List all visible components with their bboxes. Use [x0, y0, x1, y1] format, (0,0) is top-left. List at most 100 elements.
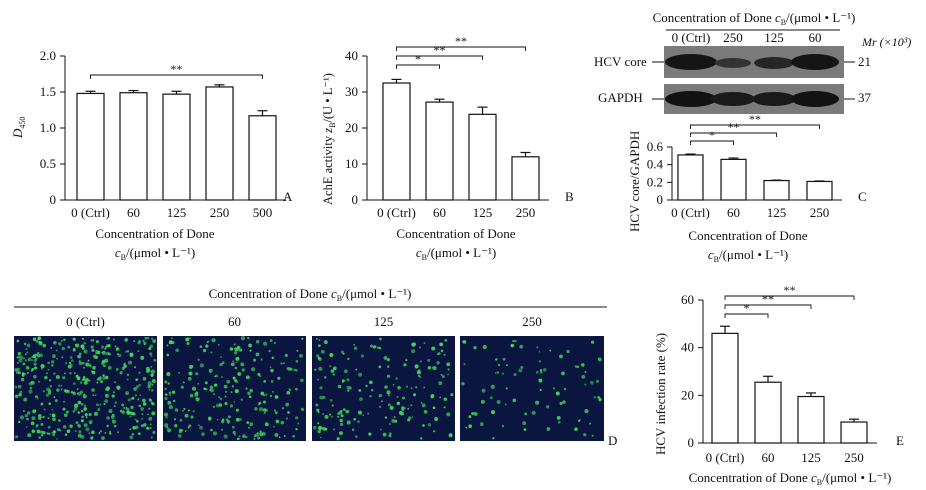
significance-label: * [744, 301, 750, 315]
x-tick-label: 250 [210, 205, 230, 220]
fluorescent-spot [432, 406, 436, 410]
fluorescent-spot [26, 343, 31, 348]
fluorescent-spot [143, 341, 147, 345]
fluorescent-spot [405, 359, 408, 362]
fluorescent-spot [56, 388, 60, 392]
panel-d-micrographs: 0 (Ctrl) 60 125 250 [14, 314, 604, 441]
fluorescent-spot [223, 434, 228, 439]
y-tick-label: 0.2 [647, 174, 663, 189]
fluorescent-spot [229, 347, 234, 351]
fluorescent-spot [184, 413, 189, 418]
fluorescent-spot [30, 380, 34, 384]
significance-bracket [724, 304, 812, 309]
fluorescent-spot [438, 381, 443, 386]
fluorescent-spot [148, 416, 153, 421]
fluorescent-spot [275, 419, 280, 424]
fluorescent-spot [130, 405, 134, 410]
fluorescent-spot [175, 348, 179, 353]
y-tick-label: 0 [352, 192, 359, 207]
fluorescent-spot [40, 402, 44, 406]
fluorescent-spot [268, 350, 271, 353]
fluorescent-spot [273, 341, 277, 345]
fluorescent-spot [578, 419, 580, 422]
fluorescent-spot [251, 367, 256, 372]
fluorescent-spot [259, 432, 264, 437]
fluorescent-spot [78, 361, 83, 366]
fluorescent-spot [126, 408, 130, 412]
fluorescent-spot [583, 433, 587, 437]
fluorescent-spot [56, 357, 58, 360]
bar [763, 179, 790, 201]
fluorescent-spot [463, 362, 466, 366]
fluorescent-spot [83, 423, 88, 428]
fluorescent-spot [342, 352, 345, 355]
fluorescent-spot [263, 341, 268, 346]
fluorescent-spot [584, 383, 587, 386]
fluorescent-spot [240, 398, 244, 401]
fluorescent-spot [153, 358, 157, 362]
fluorescent-spot [557, 420, 561, 424]
fluorescent-spot [147, 413, 150, 416]
fluorescent-spot [152, 431, 156, 434]
fluorescent-spot [83, 366, 85, 369]
fluorescent-spot [247, 391, 251, 396]
fluorescent-spot [465, 426, 468, 429]
panel-d-letter: D [608, 433, 617, 448]
fluorescent-spot [66, 429, 71, 433]
fluorescent-spot [27, 433, 32, 438]
fluorescent-spot [287, 367, 291, 371]
fluorescent-spot [126, 373, 130, 376]
fluorescent-spot [164, 387, 167, 391]
fluorescent-spot [256, 432, 259, 435]
fluorescent-spot [134, 418, 137, 421]
panel-c-blot-row-gapdh: GAPDH [598, 90, 643, 105]
fluorescent-spot [282, 362, 285, 365]
fluorescent-spot [263, 380, 266, 383]
fluorescent-spot [88, 432, 91, 435]
fluorescent-spot [292, 434, 296, 438]
fluorescent-spot [91, 430, 95, 435]
fluorescent-spot [447, 373, 450, 376]
blot-band-hcv-lane3 [754, 57, 794, 69]
fluorescent-spot [25, 426, 28, 428]
fluorescent-spot [535, 400, 540, 405]
fluorescent-spot [17, 371, 20, 374]
fluorescent-spot [142, 376, 147, 381]
fluorescent-spot [116, 367, 119, 371]
fluorescent-spot [72, 349, 76, 352]
fluorescent-spot [16, 361, 19, 364]
fluorescent-spot [23, 342, 27, 346]
fluorescent-spot [33, 366, 38, 370]
fluorescent-spot [70, 391, 74, 394]
fluorescent-spot [301, 337, 304, 341]
fluorescent-spot [574, 427, 578, 431]
fluorescent-spot [369, 344, 374, 348]
fluorescent-spot [419, 360, 422, 363]
fluorescent-spot [171, 337, 173, 340]
fluorescent-spot [209, 388, 215, 393]
significance-label: ** [455, 34, 467, 48]
fluorescent-spot [113, 380, 117, 384]
fluorescent-spot [64, 433, 68, 436]
panel-a-xlabel-line1: Concentration of Done [95, 226, 214, 241]
fluorescent-spot [444, 339, 448, 342]
y-tick-label: 30 [345, 84, 358, 99]
y-tick-label: 40 [681, 340, 694, 355]
fluorescent-spot [106, 425, 109, 428]
fluorescent-spot [274, 411, 278, 415]
fluorescent-spot [36, 397, 39, 400]
y-tick-label: 0.6 [647, 139, 664, 154]
bar-charts: 00.51.01.52.00 (Ctrl) 60 125 250 500**010203… [40, 34, 877, 465]
fluorescent-spot [150, 401, 154, 405]
bar [425, 101, 454, 201]
fluorescent-spot [439, 342, 444, 347]
fluorescent-spot [55, 375, 60, 379]
fluorescent-spot [206, 341, 209, 344]
fluorescent-spot [559, 402, 563, 405]
fluorescent-spot [199, 345, 203, 348]
fluorescent-spot [330, 369, 335, 373]
fluorescent-spot [142, 398, 146, 403]
fluorescent-spot [129, 435, 133, 440]
fluorescent-spot [317, 378, 319, 381]
